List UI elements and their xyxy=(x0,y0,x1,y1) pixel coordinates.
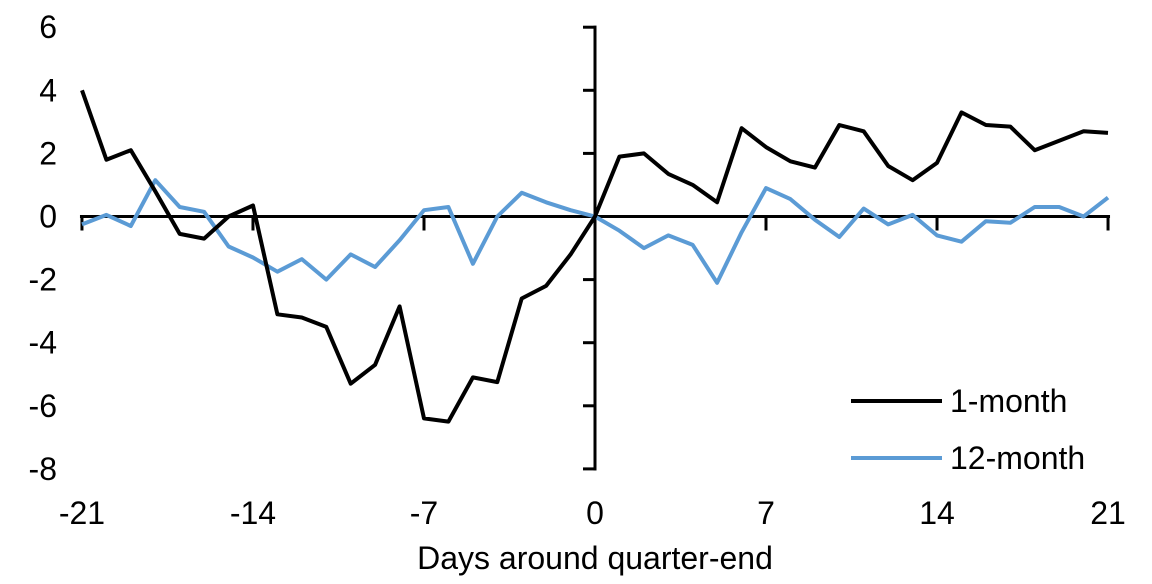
legend-label-1-month: 1-month xyxy=(950,382,1068,419)
x-tick-label: -21 xyxy=(59,495,105,531)
x-tick-label: 21 xyxy=(1090,495,1126,531)
y-tick-label: 6 xyxy=(39,9,57,45)
legend-item-1-month: 1-month xyxy=(851,382,1067,420)
y-tick-label: -2 xyxy=(29,262,57,298)
y-tick-label: 0 xyxy=(39,199,57,235)
y-tick-label: -6 xyxy=(29,388,57,424)
legend-swatch-1-month xyxy=(851,399,942,403)
line-1-month xyxy=(80,89,1109,424)
legend-item-12-month: 12-month xyxy=(851,439,1085,477)
x-tick-label: 0 xyxy=(586,495,604,531)
legend-swatch-12-month xyxy=(851,456,942,460)
y-tick-label: -4 xyxy=(29,325,57,361)
y-tick-label: 2 xyxy=(39,135,57,171)
x-tick-label: -7 xyxy=(410,495,438,531)
x-tick-label: -14 xyxy=(230,495,276,531)
y-tick-label: 4 xyxy=(39,72,57,108)
y-tick-label: -8 xyxy=(29,451,57,487)
legend-label-12-month: 12-month xyxy=(950,439,1086,476)
x-tick-label: 7 xyxy=(757,495,775,531)
x-axis-title: Days around quarter-end xyxy=(417,540,773,576)
x-tick-label: 14 xyxy=(919,495,955,531)
